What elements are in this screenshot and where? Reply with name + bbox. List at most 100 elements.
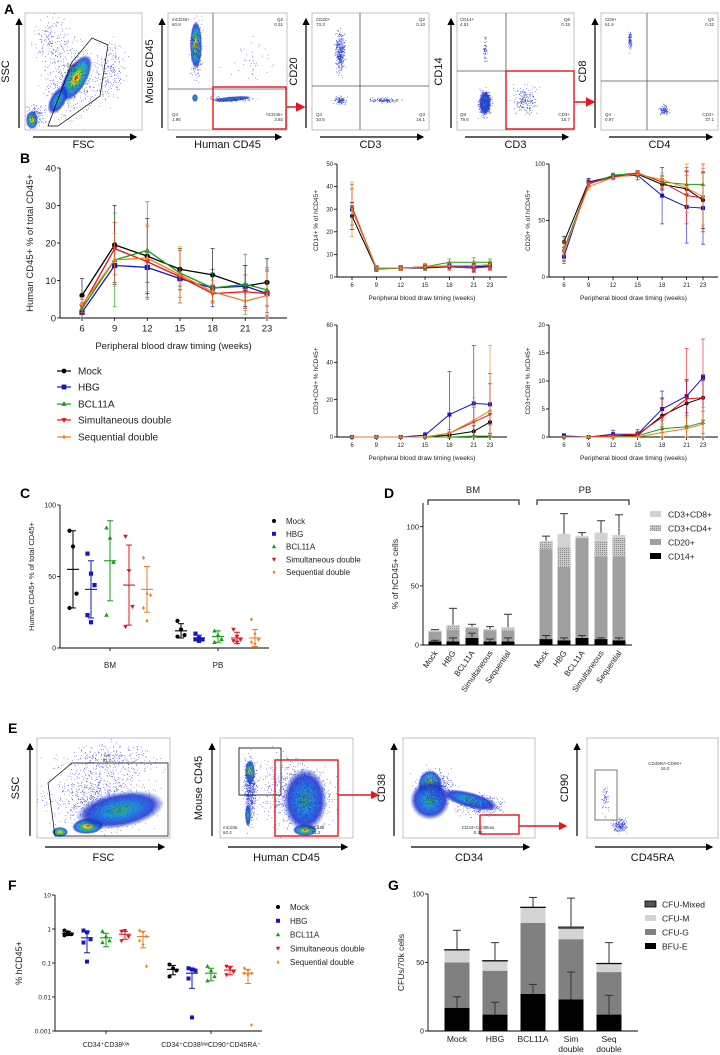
event-dot [193,24,194,26]
event-dot [126,798,128,800]
event-dot [520,101,522,102]
event-dot [69,62,71,64]
event-dot [630,34,632,35]
event-dot [246,817,248,819]
event-dot [191,58,193,59]
event-dot [71,785,73,787]
event-dot [65,791,67,793]
event-dot [81,785,82,787]
event-dot [113,803,115,804]
gate[interactable] [47,762,169,837]
event-dot [253,807,254,808]
event-dot [85,91,87,93]
event-dot [484,92,485,94]
event-dot [341,101,343,103]
event-dot [130,798,131,800]
event-dot [71,788,72,789]
event-dot [102,801,104,803]
event-dot [196,50,198,51]
event-dot [57,61,59,63]
event-dot [246,778,248,780]
event-dot [58,17,60,19]
event-dot [87,84,89,85]
event-dot [63,18,65,20]
event-dot [199,61,201,63]
event-dot [484,95,486,96]
event-dot [71,809,72,811]
event-dot [234,62,236,64]
event-dot [79,785,81,786]
event-dot [246,801,248,803]
event-dot [488,100,489,101]
event-dot [251,768,253,770]
event-dot [250,776,251,777]
event-dot [194,51,196,53]
event-dot [97,805,99,806]
event-dot [61,114,63,116]
event-dot [248,792,249,793]
event-dot [251,801,253,803]
event-dot [84,94,86,95]
event-dot [89,775,90,777]
event-dot [521,101,522,103]
event-dot [108,92,110,94]
event-dot [195,47,197,48]
event-dot [113,772,115,774]
panel-letter-c: C [20,485,30,501]
event-dot [88,82,90,84]
event-dot [50,72,51,73]
event-dot [194,63,196,64]
event-dot [73,814,74,815]
gate[interactable] [47,37,109,127]
event-dot [528,96,529,98]
event-dot [123,803,124,804]
event-dot [207,98,209,100]
event-dot [343,102,344,103]
event-dot [250,771,251,773]
event-dot [523,99,525,101]
event-dot [232,97,234,99]
gate[interactable] [505,70,575,130]
event-dot [196,42,197,43]
event-dot [628,33,630,35]
event-dot [62,791,63,792]
event-dot [151,764,152,765]
event-dot [488,97,490,98]
event-dot [334,44,335,45]
event-dot [128,809,129,811]
event-dot [48,43,49,44]
event-dot [89,77,91,79]
event-dot [95,794,96,795]
event-dot [56,70,57,72]
event-dot [483,107,485,108]
event-dot [525,100,526,102]
event-dot [41,35,43,37]
event-dot [108,812,110,813]
event-dot [88,107,89,109]
event-dot [333,103,334,104]
event-dot [65,44,67,45]
event-dot [663,111,665,113]
event-dot [63,88,65,89]
event-dot [60,804,62,806]
event-dot [252,786,253,787]
event-dot [341,38,343,39]
event-dot [67,92,69,94]
event-dot [245,100,246,101]
event-dot [85,800,86,801]
event-dot [248,793,249,795]
event-dot [99,799,100,801]
gate-value: 79.6 [460,117,469,122]
event-dot [338,34,339,36]
event-dot [340,101,342,102]
event-dot [486,102,488,103]
event-dot [192,42,193,44]
event-dot [65,90,67,92]
event-dot [344,102,346,103]
gate[interactable] [212,86,287,130]
event-dot [149,795,150,796]
event-dot [30,124,32,125]
event-dot [108,54,110,55]
event-dot [51,83,52,85]
event-dot [74,69,76,71]
